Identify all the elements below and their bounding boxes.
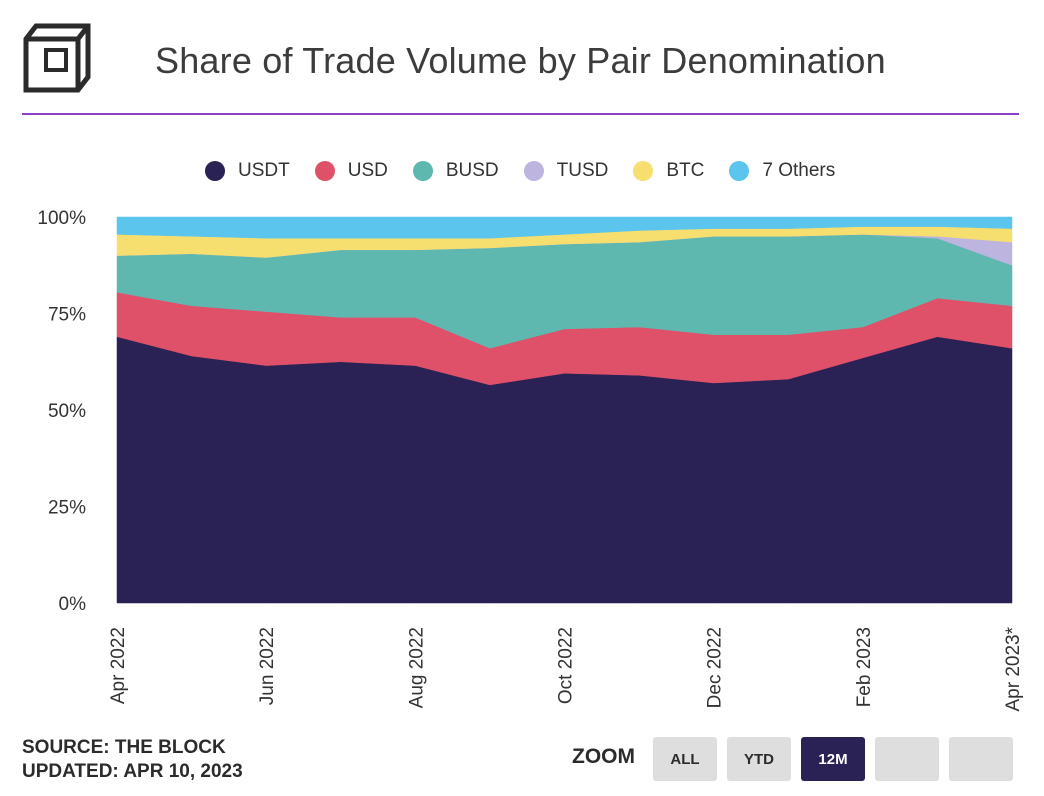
x-tick-label: Dec 2022 bbox=[705, 627, 726, 708]
legend-dot-icon bbox=[633, 161, 654, 181]
x-tick-label: Apr 2022 bbox=[108, 627, 129, 704]
legend-item-tusd[interactable]: TUSD bbox=[523, 160, 609, 182]
legend-dot-icon bbox=[729, 161, 750, 181]
legend-dot-icon bbox=[314, 161, 335, 181]
chart-title: Share of Trade Volume by Pair Denominati… bbox=[155, 40, 886, 81]
legend-item-usd[interactable]: USD bbox=[314, 160, 388, 182]
legend-dot-icon bbox=[523, 161, 544, 181]
y-tick-label: 0% bbox=[59, 594, 87, 615]
zoom-button-12m[interactable]: 12M bbox=[801, 737, 865, 781]
legend-item-7-others[interactable]: 7 Others bbox=[729, 160, 835, 182]
zoom-button-ytd[interactable]: YTD bbox=[727, 737, 791, 781]
legend-dot-icon bbox=[205, 161, 225, 181]
chart-legend: USDT USD BUSD TUSD BTC 7 Others bbox=[205, 158, 860, 184]
legend-label: 7 Others bbox=[762, 160, 836, 181]
updated-text: UPDATED: APR 10, 2023 bbox=[22, 761, 243, 782]
y-tick-label: 75% bbox=[48, 305, 86, 326]
source-text: SOURCE: THE BLOCK bbox=[22, 737, 226, 758]
y-tick-label: 100% bbox=[37, 208, 86, 229]
legend-label: USD bbox=[347, 160, 388, 181]
legend-dot-icon bbox=[412, 161, 433, 181]
x-tick-label: Oct 2022 bbox=[556, 627, 577, 704]
title-divider bbox=[22, 113, 1019, 115]
source-note: SOURCE: THE BLOCK UPDATED: APR 10, 2023 bbox=[22, 736, 243, 784]
zoom-button-all[interactable]: ALL bbox=[653, 737, 717, 781]
the-block-logo bbox=[22, 22, 92, 94]
zoom-label: ZOOM bbox=[572, 745, 635, 768]
area-series-7-others[interactable] bbox=[116, 216, 1013, 239]
zoom-button-blank-3[interactable] bbox=[875, 737, 939, 781]
x-tick-label: Apr 2023* bbox=[1003, 626, 1024, 711]
legend-item-busd[interactable]: BUSD bbox=[412, 160, 499, 182]
legend-label: BUSD bbox=[445, 160, 499, 181]
legend-label: TUSD bbox=[556, 160, 609, 181]
chart-area: 0% 25% 50% 75% 100% Apr 2022 Jun 2022 Aug 2022 O… bbox=[0, 200, 1044, 735]
legend-item-usdt[interactable]: USDT bbox=[205, 160, 290, 182]
legend-label: USDT bbox=[238, 160, 290, 181]
y-tick-label: 25% bbox=[48, 498, 86, 519]
cube-logo-icon bbox=[23, 23, 91, 93]
x-tick-label: Aug 2022 bbox=[406, 627, 427, 708]
area-series-usdt[interactable] bbox=[116, 336, 1013, 604]
x-tick-label: Jun 2022 bbox=[257, 627, 278, 705]
y-tick-label: 50% bbox=[48, 401, 86, 422]
x-tick-label: Feb 2023 bbox=[854, 627, 875, 707]
legend-label: BTC bbox=[666, 160, 705, 181]
legend-item-btc[interactable]: BTC bbox=[633, 160, 704, 182]
zoom-button-blank-4[interactable] bbox=[949, 737, 1013, 781]
stacked-area-chart: 0% 25% 50% 75% 100% Apr 2022 Jun 2022 Aug 2022 O… bbox=[37, 208, 1024, 712]
